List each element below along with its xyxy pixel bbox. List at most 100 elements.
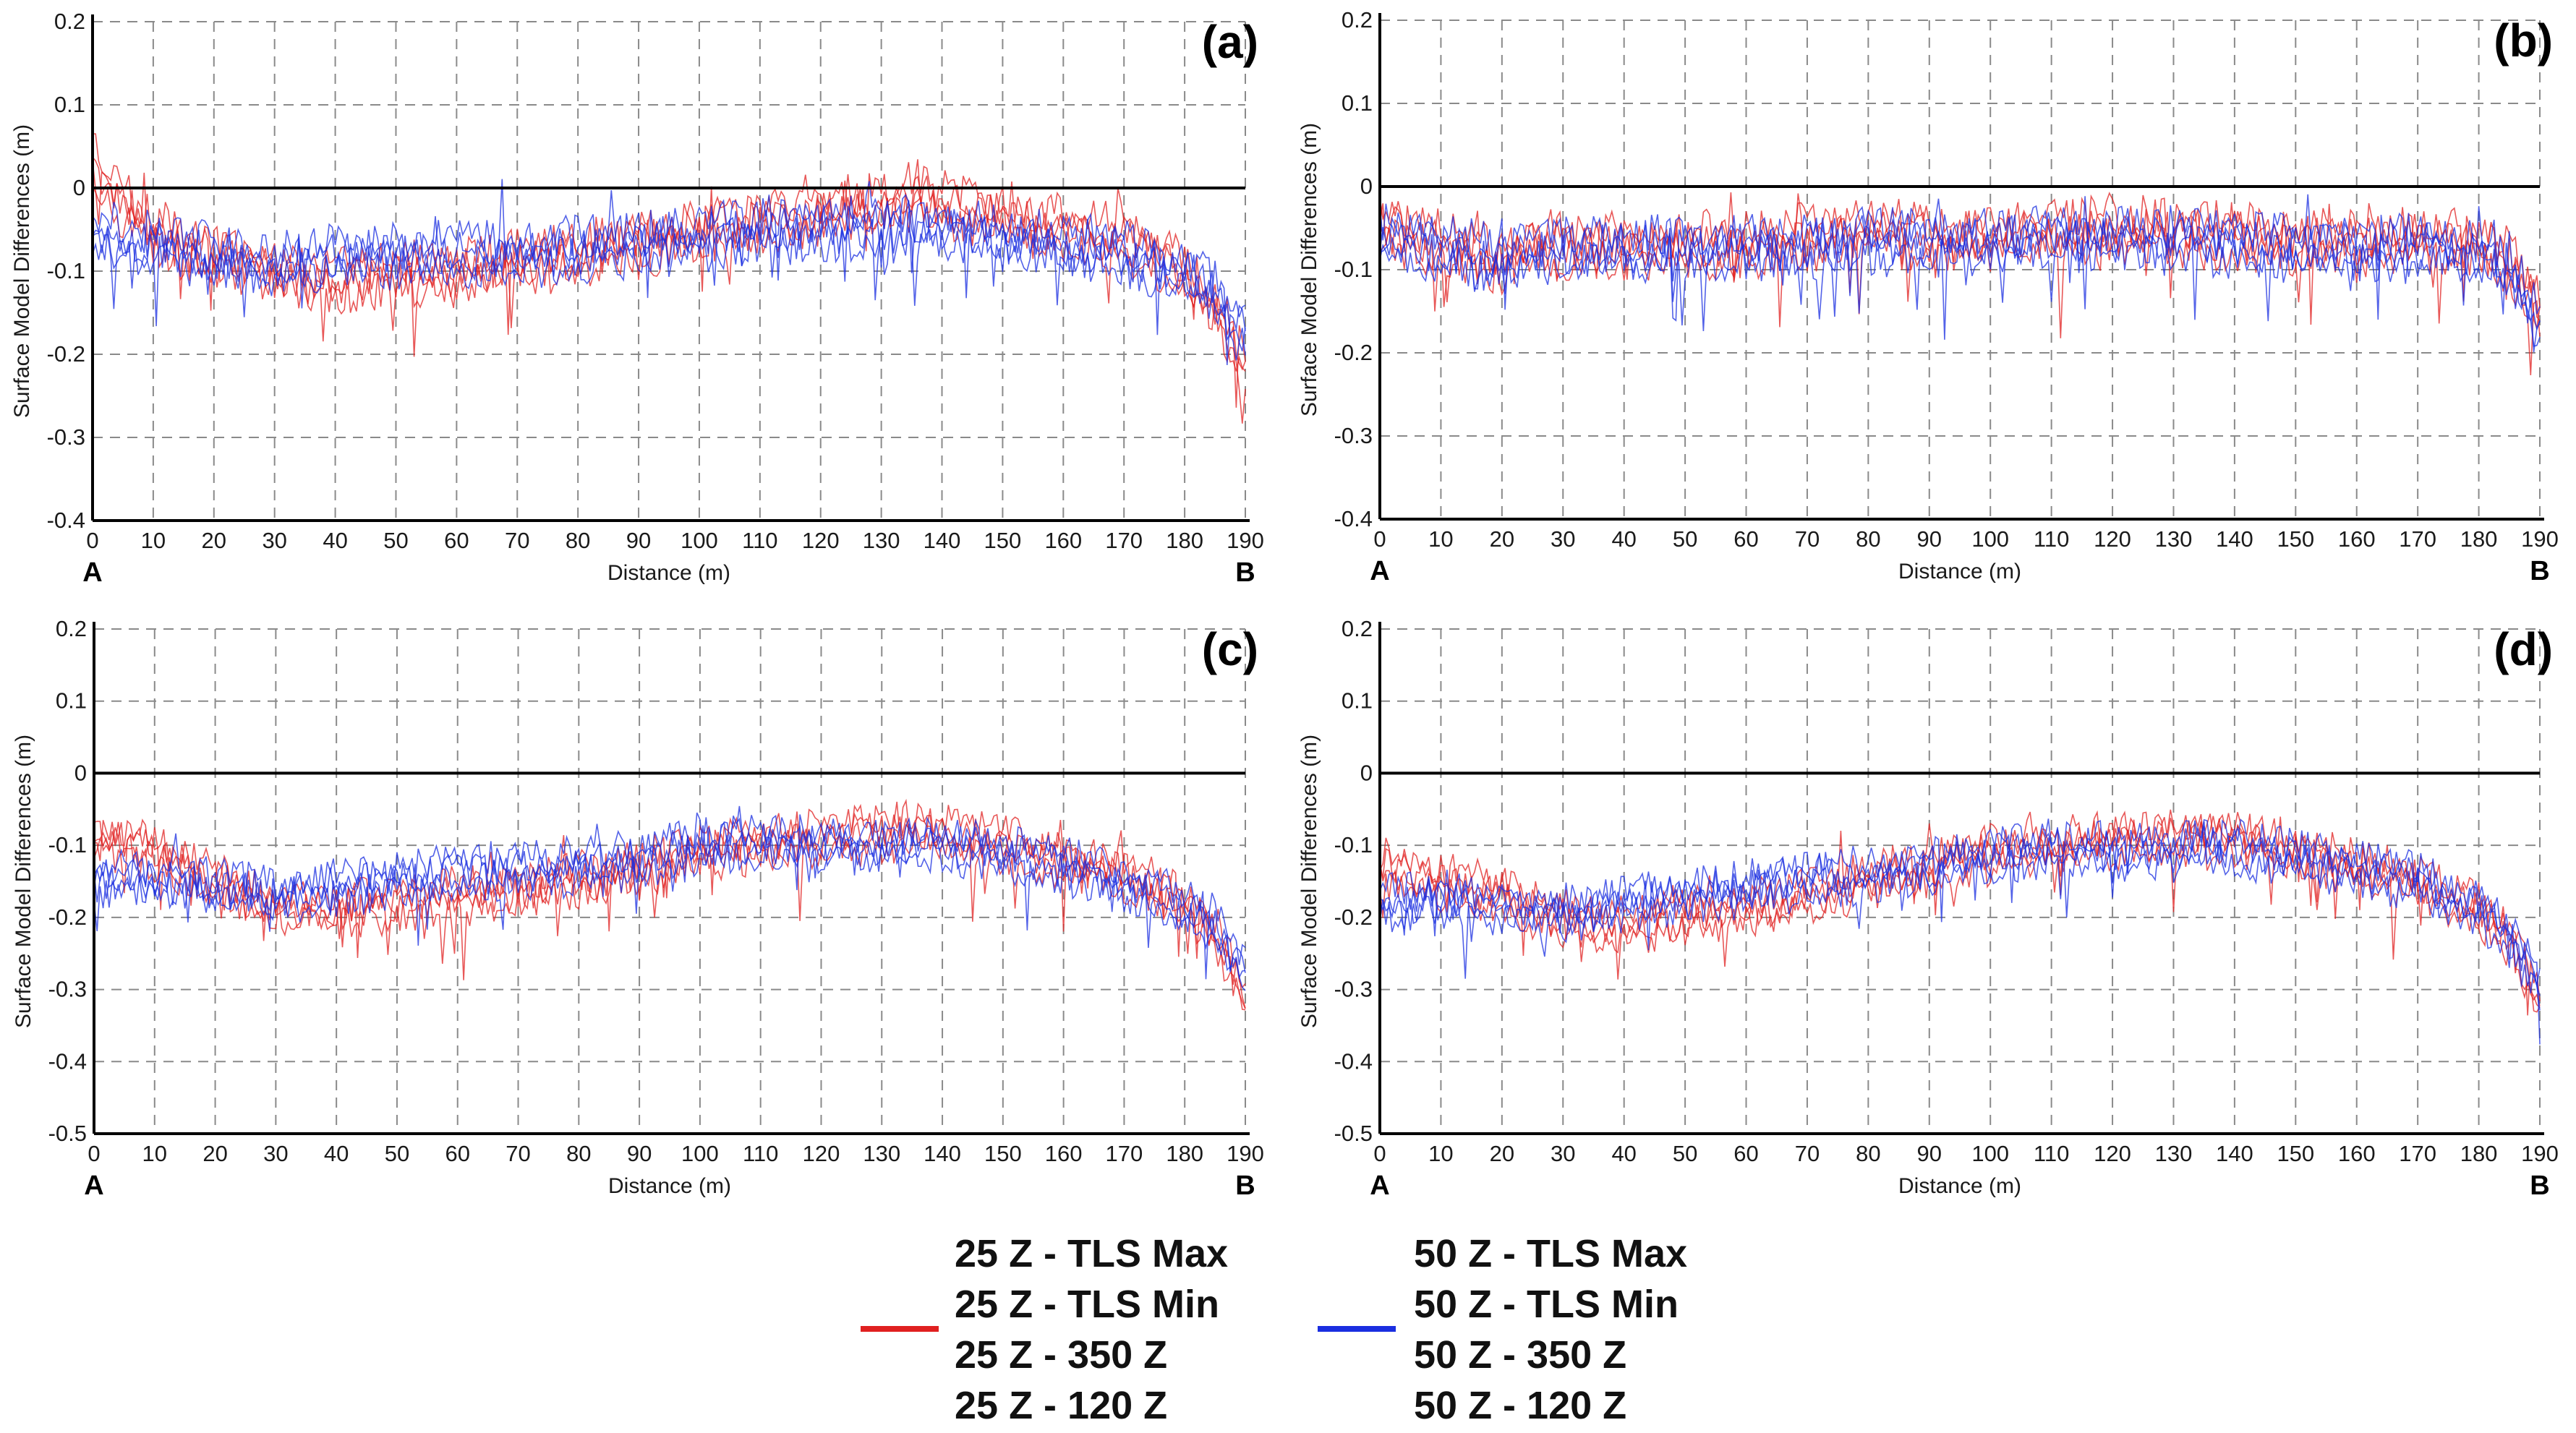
y-tick-label: 0.1 [1342, 90, 1373, 116]
series-trace [93, 829, 1246, 980]
x-tick-label: 110 [2034, 1141, 2069, 1166]
y-tick-label: -0.1 [48, 832, 87, 857]
y-tick-label: 0.1 [1342, 688, 1373, 714]
chart-panel-c: 0 10 20 30 40 50 60 70 80 90 100 110 120 130 140 150 160… [12, 616, 1264, 1201]
x-tick-label: 100 [1971, 1141, 2009, 1166]
y-tick-label: 0.2 [1342, 616, 1373, 641]
panel-label: (b) [2494, 14, 2553, 67]
series-trace [1379, 809, 2541, 1016]
series-trace [1379, 194, 2541, 320]
y-tick-label: -0.5 [1334, 1121, 1373, 1146]
panel-label: (d) [2494, 623, 2553, 675]
x-tick-label: 20 [202, 1141, 227, 1166]
y-tick-label: -0.1 [47, 258, 85, 283]
y-tick-label: -0.3 [48, 977, 87, 1002]
series-trace [1379, 835, 2541, 1011]
series-trace [1379, 192, 2541, 308]
x-tick-label: 180 [1166, 1141, 1203, 1166]
series-trace [92, 186, 1246, 424]
x-tick-label: 30 [262, 528, 286, 553]
x-axis-title: Distance (m) [1898, 560, 2021, 583]
x-tick-label: 170 [2399, 1141, 2436, 1166]
x-tick-label: 40 [1611, 1141, 1636, 1166]
legend-entry: 25 Z - 350 Z [955, 1333, 1167, 1377]
start-label: A [1370, 556, 1389, 586]
legend-entry: 25 Z - 120 Z [955, 1384, 1167, 1427]
x-tick-label: 40 [323, 528, 347, 553]
series-trace [1379, 211, 2541, 376]
x-tick-label: 70 [506, 1141, 530, 1166]
y-tick-label: 0.1 [56, 688, 87, 714]
x-tick-label: 20 [202, 528, 226, 553]
x-tick-label: 70 [1795, 1141, 1820, 1166]
series-50-z [93, 805, 1246, 991]
y-tick-label: -0.4 [1334, 506, 1373, 531]
series-trace [1379, 818, 2541, 1045]
x-tick-label: 180 [2460, 1141, 2498, 1166]
start-label: A [84, 1171, 103, 1201]
y-tick-label: 0.1 [54, 92, 85, 117]
series-trace [92, 179, 1246, 317]
x-tick-label: 160 [1045, 1141, 1083, 1166]
x-tick-label: 30 [1551, 526, 1575, 552]
y-tick-label: -0.2 [47, 341, 85, 367]
x-tick-label: 50 [1673, 1141, 1697, 1166]
x-tick-label: 40 [324, 1141, 349, 1166]
x-tick-label: 190 [1227, 528, 1264, 553]
x-tick-label: 130 [863, 1141, 900, 1166]
end-label: B [1235, 557, 1255, 588]
x-tick-label: 100 [1971, 526, 2009, 552]
end-label: B [2530, 1171, 2549, 1201]
x-tick-label: 0 [1373, 1141, 1386, 1166]
x-tick-label: 120 [802, 528, 840, 553]
x-tick-label: 110 [743, 1141, 778, 1166]
x-tick-label: 80 [1856, 526, 1880, 552]
y-axis-title: Surface Model Differences (m) [12, 735, 35, 1028]
x-tick-label: 160 [2338, 1141, 2376, 1166]
y-tick-label: 0 [1360, 174, 1373, 199]
x-tick-label: 0 [1373, 526, 1386, 552]
y-tick-label: 0 [1360, 760, 1373, 785]
x-tick-label: 30 [263, 1141, 288, 1166]
legend: 25 Z - TLS Max 25 Z - TLS Min 25 Z - 350… [861, 1232, 1687, 1427]
x-tick-label: 80 [1856, 1141, 1880, 1166]
x-tick-label: 110 [2034, 526, 2069, 552]
x-tick-label: 140 [924, 528, 961, 553]
x-tick-label: 160 [2338, 526, 2376, 552]
y-tick-label: -0.1 [1334, 257, 1373, 282]
y-axis-title: Surface Model Differences (m) [1297, 735, 1321, 1028]
x-tick-label: 120 [803, 1141, 840, 1166]
x-tick-label: 140 [2216, 526, 2253, 552]
x-tick-label: 20 [1490, 526, 1514, 552]
y-tick-label: 0.2 [1342, 7, 1373, 33]
y-axis-title: Surface Model Differences (m) [10, 124, 34, 418]
series-trace [93, 812, 1246, 980]
x-tick-label: 60 [444, 528, 469, 553]
start-label: A [1370, 1171, 1389, 1201]
x-tick-label: 100 [681, 528, 718, 553]
start-label: A [82, 557, 102, 588]
legend-entry: 50 Z - 350 Z [1414, 1333, 1626, 1377]
y-tick-label: 0.2 [56, 616, 87, 641]
x-tick-label: 150 [2277, 1141, 2314, 1166]
x-tick-label: 160 [1044, 528, 1082, 553]
x-axis-title: Distance (m) [1898, 1174, 2021, 1198]
x-tick-label: 180 [2460, 526, 2498, 552]
x-tick-label: 150 [2277, 526, 2314, 552]
x-tick-label: 60 [1733, 1141, 1758, 1166]
x-axis-title: Distance (m) [608, 1174, 731, 1198]
x-tick-label: 90 [627, 1141, 652, 1166]
x-tick-label: 120 [2094, 526, 2131, 552]
panel-label: (c) [1202, 623, 1258, 675]
y-tick-label: -0.2 [1334, 904, 1373, 930]
series-50-z [1379, 194, 2541, 353]
x-tick-label: 100 [681, 1141, 719, 1166]
x-tick-label: 190 [1227, 1141, 1264, 1166]
series-50-z [92, 179, 1246, 365]
x-tick-label: 110 [742, 528, 777, 553]
y-tick-label: -0.2 [48, 904, 87, 930]
y-tick-label: -0.5 [48, 1121, 87, 1146]
x-tick-label: 80 [566, 528, 590, 553]
y-tick-label: -0.4 [48, 1048, 87, 1074]
